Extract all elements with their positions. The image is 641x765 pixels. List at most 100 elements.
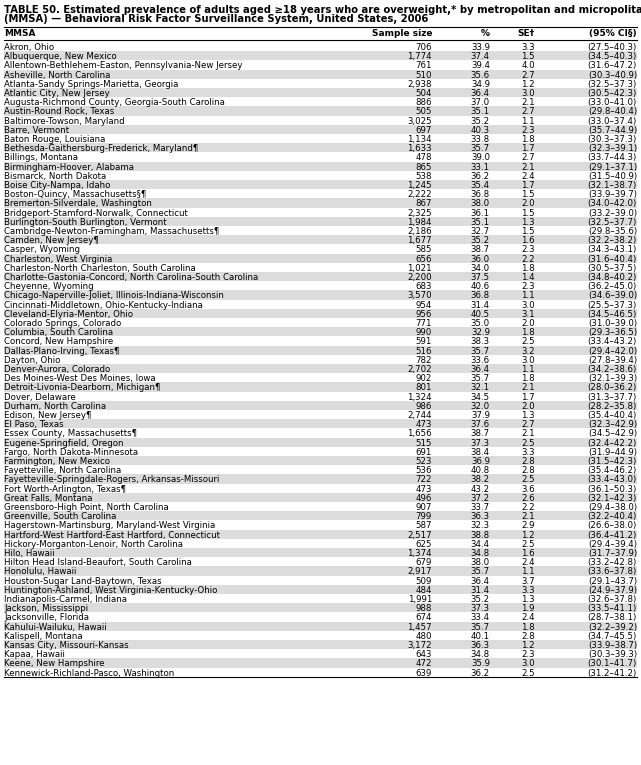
Text: (36.2–45.0): (36.2–45.0) — [588, 282, 637, 291]
Text: Kalispell, Montana: Kalispell, Montana — [4, 632, 83, 641]
Text: 38.7: 38.7 — [471, 246, 490, 255]
Text: 585: 585 — [415, 246, 432, 255]
Text: (27.5–40.3): (27.5–40.3) — [588, 43, 637, 52]
Text: 2.1: 2.1 — [521, 383, 535, 392]
Text: 2.7: 2.7 — [521, 154, 535, 162]
Text: Fayetteville, North Carolina: Fayetteville, North Carolina — [4, 466, 121, 475]
Text: Jacksonville, Florida: Jacksonville, Florida — [4, 614, 89, 623]
Text: 38.0: 38.0 — [471, 200, 490, 208]
Text: 625: 625 — [415, 540, 432, 549]
Text: 2.3: 2.3 — [521, 246, 535, 255]
Text: 1.9: 1.9 — [522, 604, 535, 614]
Text: 40.5: 40.5 — [471, 310, 490, 319]
Text: 36.2: 36.2 — [471, 172, 490, 181]
Text: TABLE 50. Estimated prevalence of adults aged ≥18 years who are overweight,* by : TABLE 50. Estimated prevalence of adults… — [4, 5, 641, 15]
Text: 2,517: 2,517 — [408, 531, 432, 539]
Bar — [4, 584, 637, 594]
Text: 2,938: 2,938 — [408, 80, 432, 89]
Text: (26.6–38.0): (26.6–38.0) — [588, 522, 637, 530]
Text: (29.4–39.4): (29.4–39.4) — [588, 540, 637, 549]
Text: 32.1: 32.1 — [471, 383, 490, 392]
Text: Asheville, North Carolina: Asheville, North Carolina — [4, 70, 110, 80]
Text: Durham, North Carolina: Durham, North Carolina — [4, 402, 106, 411]
Text: (34.5–42.9): (34.5–42.9) — [588, 429, 637, 438]
Text: 37.2: 37.2 — [471, 493, 490, 503]
Text: 39.4: 39.4 — [471, 61, 490, 70]
Text: Augusta-Richmond County, Georgia-South Carolina: Augusta-Richmond County, Georgia-South C… — [4, 98, 225, 107]
Text: 1.1: 1.1 — [521, 365, 535, 374]
Text: Great Falls, Montana: Great Falls, Montana — [4, 493, 92, 503]
Text: 1,021: 1,021 — [408, 264, 432, 273]
Bar — [4, 364, 637, 373]
Text: Greenville, South Carolina: Greenville, South Carolina — [4, 513, 117, 521]
Bar — [4, 548, 637, 557]
Bar — [4, 640, 637, 649]
Text: (31.5–42.3): (31.5–42.3) — [588, 457, 637, 466]
Text: %: % — [481, 29, 490, 38]
Text: (34.8–40.2): (34.8–40.2) — [588, 273, 637, 282]
Text: 1,656: 1,656 — [408, 429, 432, 438]
Text: 679: 679 — [415, 558, 432, 567]
Text: 36.8: 36.8 — [471, 291, 490, 301]
Text: 907: 907 — [415, 503, 432, 512]
Text: 504: 504 — [415, 89, 432, 98]
Bar — [4, 659, 637, 668]
Text: 3,025: 3,025 — [408, 116, 432, 125]
Text: (29.4–38.0): (29.4–38.0) — [588, 503, 637, 512]
Text: 1.2: 1.2 — [521, 531, 535, 539]
Text: 3.0: 3.0 — [521, 89, 535, 98]
Text: 2.7: 2.7 — [521, 107, 535, 116]
Text: Charleston-North Charleston, South Carolina: Charleston-North Charleston, South Carol… — [4, 264, 196, 273]
Text: 799: 799 — [416, 513, 432, 521]
Bar — [4, 216, 637, 226]
Text: 3.1: 3.1 — [521, 310, 535, 319]
Text: 697: 697 — [415, 125, 432, 135]
Text: El Paso, Texas: El Paso, Texas — [4, 420, 63, 429]
Text: 40.1: 40.1 — [471, 632, 490, 641]
Text: Dallas-Plano-Irving, Texas¶: Dallas-Plano-Irving, Texas¶ — [4, 347, 119, 356]
Text: (35.4–40.4): (35.4–40.4) — [588, 411, 637, 420]
Text: 801: 801 — [415, 383, 432, 392]
Text: Huntington-Ashland, West Virginia-Kentucky-Ohio: Huntington-Ashland, West Virginia-Kentuc… — [4, 586, 217, 595]
Text: (33.9–39.7): (33.9–39.7) — [588, 190, 637, 199]
Text: Dover, Delaware: Dover, Delaware — [4, 392, 76, 402]
Text: Cincinnati-Middletown, Ohio-Kentucky-Indiana: Cincinnati-Middletown, Ohio-Kentucky-Ind… — [4, 301, 203, 310]
Bar — [4, 622, 637, 631]
Text: 1.5: 1.5 — [521, 209, 535, 217]
Text: 484: 484 — [415, 586, 432, 595]
Text: 3,570: 3,570 — [408, 291, 432, 301]
Bar — [4, 327, 637, 337]
Text: Fargo, North Dakota-Minnesota: Fargo, North Dakota-Minnesota — [4, 448, 138, 457]
Text: Barre, Vermont: Barre, Vermont — [4, 125, 69, 135]
Text: 31.4: 31.4 — [471, 586, 490, 595]
Text: 472: 472 — [415, 659, 432, 669]
Text: 36.0: 36.0 — [471, 255, 490, 264]
Text: 2,917: 2,917 — [408, 568, 432, 576]
Text: 1.8: 1.8 — [521, 264, 535, 273]
Text: (34.5–40.3): (34.5–40.3) — [588, 52, 637, 61]
Text: 2,702: 2,702 — [408, 365, 432, 374]
Text: (32.6–37.8): (32.6–37.8) — [588, 595, 637, 604]
Bar — [4, 493, 637, 502]
Bar — [4, 70, 637, 79]
Text: Allentown-Bethlehem-Easton, Pennsylvania-New Jersey: Allentown-Bethlehem-Easton, Pennsylvania… — [4, 61, 242, 70]
Text: (31.6–40.4): (31.6–40.4) — [588, 255, 637, 264]
Text: 34.5: 34.5 — [471, 392, 490, 402]
Text: 2,744: 2,744 — [408, 411, 432, 420]
Text: 38.0: 38.0 — [471, 558, 490, 567]
Text: (32.4–42.2): (32.4–42.2) — [588, 438, 637, 448]
Text: Hickory-Morganton-Lenoir, North Carolina: Hickory-Morganton-Lenoir, North Carolina — [4, 540, 183, 549]
Text: 1.5: 1.5 — [521, 52, 535, 61]
Text: (33.7–44.3): (33.7–44.3) — [588, 154, 637, 162]
Text: (32.5–37.7): (32.5–37.7) — [588, 218, 637, 226]
Text: Kahului-Wailuku, Hawaii: Kahului-Wailuku, Hawaii — [4, 623, 106, 632]
Text: (28.7–38.1): (28.7–38.1) — [588, 614, 637, 623]
Text: 538: 538 — [415, 172, 432, 181]
Text: Greensboro-High Point, North Carolina: Greensboro-High Point, North Carolina — [4, 503, 169, 512]
Text: (31.5–40.9): (31.5–40.9) — [588, 172, 637, 181]
Text: 35.7: 35.7 — [471, 568, 490, 576]
Text: 35.0: 35.0 — [471, 319, 490, 328]
Text: 1,324: 1,324 — [408, 392, 432, 402]
Text: (33.4–43.0): (33.4–43.0) — [588, 475, 637, 484]
Text: 2.1: 2.1 — [521, 98, 535, 107]
